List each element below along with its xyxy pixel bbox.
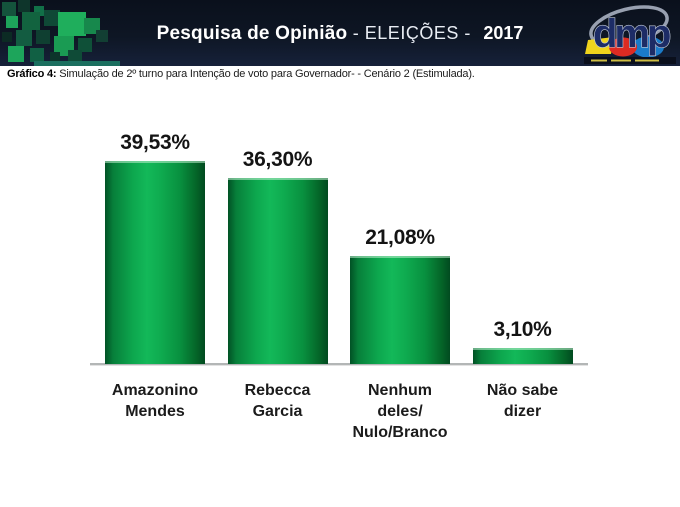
category-label: Não sabe dizer (453, 380, 593, 422)
decoration-square (44, 10, 60, 26)
category-label-line: Mendes (125, 403, 185, 420)
logo-tagline-mark (591, 59, 607, 62)
category-label-line: Amazonino (111, 382, 199, 399)
bar-value-label: 21,08% (365, 226, 435, 249)
logo-tagline-mark (611, 59, 631, 62)
category-label: Nenhum deles/Nulo/Branco (330, 380, 470, 443)
decoration-square (22, 12, 40, 30)
category-label-line: Não sabe (486, 382, 559, 399)
decoration-square (18, 0, 30, 12)
category-label: Rebecca Garcia (208, 380, 348, 422)
logo-yellow-shape (585, 37, 614, 54)
bar (227, 178, 328, 364)
bar-value-label: 3,10% (493, 318, 552, 341)
title-eleicoes: - ELEIÇÕES - (347, 23, 477, 43)
logo-blue-shape (632, 36, 664, 58)
category-label-line: deles/ (377, 403, 423, 420)
decoration-square (78, 38, 92, 52)
bar (472, 348, 573, 364)
bar (105, 161, 205, 364)
decoration-square (34, 61, 120, 66)
category-label-line: dizer (503, 403, 542, 420)
page-title: Pesquisa de Opinião - ELEIÇÕES - 2017 (0, 23, 680, 45)
decoration-square (6, 16, 18, 28)
bar-value-label: 39,53% (120, 131, 190, 154)
category-label-line: Nenhum (368, 382, 432, 399)
decoration-square (68, 50, 82, 64)
decoration-square (16, 30, 32, 46)
title-main: Pesquisa de Opinião (156, 23, 348, 44)
header: Pesquisa de Opinião - ELEIÇÕES - 2017 dm… (0, 0, 680, 66)
dmp-logo: dmp (584, 5, 676, 64)
category-label-line: Rebecca (244, 382, 311, 399)
chart-caption-prefix: Gráfico 4: (7, 68, 57, 80)
x-axis-line (90, 363, 588, 366)
category-label-line: Nulo/Branco (352, 424, 448, 441)
logo-text: dmp (593, 12, 670, 56)
category-label-line: Garcia (252, 403, 303, 420)
decoration-square (50, 52, 60, 62)
bar (350, 256, 450, 364)
chart-caption-text: Simulação de 2º turno para Intenção de v… (56, 68, 475, 80)
logo-red-shape (609, 37, 637, 57)
decoration-square (2, 32, 12, 42)
decoration-square (2, 2, 16, 16)
decoration-square (30, 48, 44, 62)
bar-value-label: 36,30% (242, 148, 313, 171)
header-decoration (0, 0, 138, 66)
decoration-square (8, 46, 24, 62)
category-label: Amazonino Mendes (85, 380, 225, 422)
decoration-square (34, 6, 44, 16)
title-year: 2017 (483, 23, 524, 43)
logo-tagline-mark (635, 59, 659, 62)
chart-caption: Gráfico 4: Simulação de 2º turno para In… (7, 68, 647, 80)
decoration-square (96, 30, 108, 42)
decoration-square (36, 30, 50, 44)
decoration-square (58, 12, 86, 36)
